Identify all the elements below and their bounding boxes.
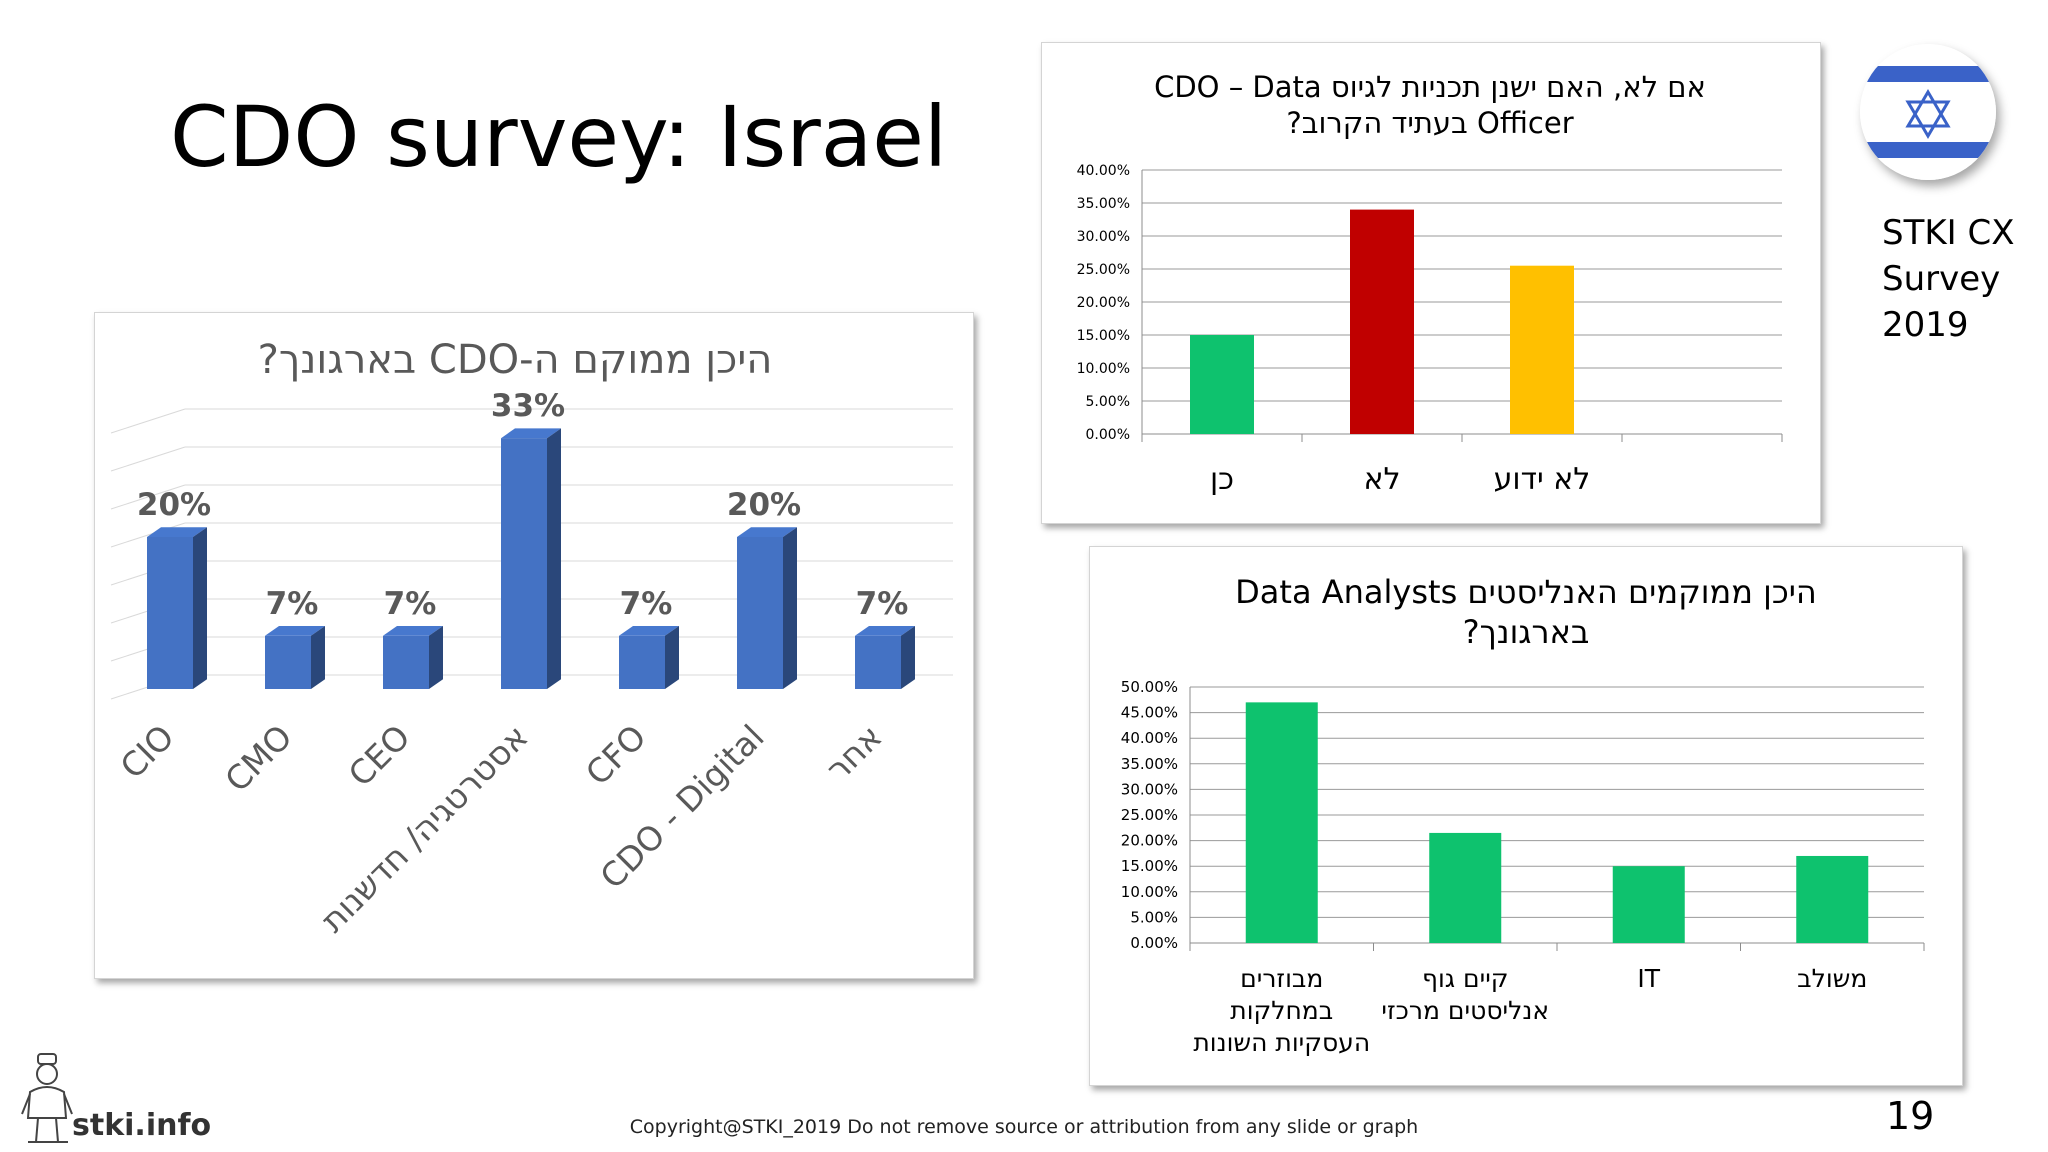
y-tick-label: 45.00% (1121, 704, 1178, 722)
bar (265, 635, 311, 689)
gridline-side (110, 522, 186, 548)
bar (1510, 265, 1574, 434)
chart-title-line-1: אם לא, האם ישנן תכניות לגיוס CDO – Data (1154, 70, 1706, 104)
y-tick-label: 25.00% (1077, 262, 1130, 278)
israel-flag-icon (1860, 44, 1996, 180)
cdo-plans-chart-card: אם לא, האם ישנן תכניות לגיוס CDO – Data … (1041, 42, 1821, 524)
bar (1612, 866, 1685, 943)
y-tick-label: 20.00% (1077, 295, 1130, 311)
y-tick-label: 40.00% (1121, 729, 1178, 747)
bar (383, 635, 429, 689)
bar-side (429, 626, 443, 689)
y-tick-label: 15.00% (1121, 857, 1178, 875)
bar (1796, 855, 1869, 943)
category-label: אסטרטגיה/ חדשנות (313, 717, 536, 940)
chart-title-line-1: היכן ממוקמים האנליסטים Data Analysts (1235, 573, 1817, 611)
page-number: 19 (1886, 1094, 1935, 1138)
data-label: 7% (266, 586, 319, 622)
bar-top (855, 626, 915, 636)
bar-side (783, 527, 797, 689)
category-label: CFO (578, 717, 654, 793)
survey-label-line: STKI CX (1882, 213, 2015, 253)
data-label: 7% (384, 586, 437, 622)
gridline-side (110, 408, 186, 434)
category-label: העסקיות השונות (1193, 1028, 1370, 1057)
bar (1429, 832, 1502, 943)
y-tick-label: 30.00% (1077, 229, 1130, 245)
category-label: קיים גוף (1422, 964, 1509, 993)
bar (1245, 702, 1318, 943)
category-label: IT (1637, 964, 1660, 993)
category-label: אנליסטים מרכזי (1381, 996, 1549, 1025)
y-tick-label: 10.00% (1077, 361, 1130, 377)
category-label: לא ידוע (1494, 462, 1591, 497)
survey-label: STKI CX Survey 2019 (1882, 210, 2032, 348)
stki-mascot-icon (18, 1052, 78, 1148)
category-label: CMO (217, 717, 299, 799)
copyright-notice: Copyright@STKI_2019 Do not remove source… (629, 1116, 1419, 1138)
y-tick-label: 30.00% (1121, 780, 1178, 798)
y-tick-label: 5.00% (1130, 908, 1178, 926)
bar (501, 438, 547, 689)
data-label: 20% (137, 487, 211, 523)
bar-top (147, 527, 207, 537)
category-label: CEO (341, 717, 418, 794)
category-label: CIO (113, 717, 182, 786)
data-label: 7% (620, 586, 673, 622)
gridline-side (110, 446, 186, 472)
analysts-location-chart-card: היכן ממוקמים האנליסטים Data Analysts באר… (1089, 546, 1963, 1086)
y-tick-label: 50.00% (1121, 678, 1178, 696)
bar (737, 537, 783, 689)
bar (147, 537, 193, 689)
y-tick-label: 0.00% (1130, 934, 1178, 952)
bar-top (383, 626, 443, 636)
slide-title: CDO survey: Israel (170, 88, 948, 186)
chart-title: היכן ממוקם ה-CDO בארגונך? (258, 337, 773, 383)
bar-top (619, 626, 679, 636)
category-label: לא (1363, 462, 1400, 497)
category-label: משולב (1797, 964, 1867, 993)
analysts-location-chart: היכן ממוקמים האנליסטים Data Analysts באר… (1121, 573, 1925, 1057)
y-tick-label: 35.00% (1077, 196, 1130, 212)
survey-label-line: 2019 (1882, 305, 1969, 345)
bar (619, 635, 665, 689)
bar-top (737, 527, 797, 537)
y-tick-label: 40.00% (1077, 163, 1130, 179)
data-label: 33% (491, 388, 565, 424)
y-tick-label: 25.00% (1121, 806, 1178, 824)
y-tick-label: 20.00% (1121, 832, 1178, 850)
bar-side (901, 626, 915, 689)
survey-label-line: Survey (1882, 259, 2001, 299)
bar-top (265, 626, 325, 636)
data-label: 20% (727, 487, 801, 523)
cdo-plans-chart: אם לא, האם ישנן תכניות לגיוס CDO – Data … (1077, 70, 1783, 497)
bar-side (547, 428, 561, 689)
chart-title-line-2: Officer בעתיד הקרוב? (1286, 106, 1573, 140)
bar-side (311, 626, 325, 689)
bar (1190, 335, 1254, 434)
bar-side (193, 527, 207, 689)
y-tick-label: 10.00% (1121, 883, 1178, 901)
category-label: אחר (818, 717, 890, 789)
category-label: כן (1210, 462, 1234, 497)
bar (1350, 209, 1414, 434)
chart-title-line-2: בארגונך? (1463, 613, 1590, 651)
y-tick-label: 15.00% (1077, 328, 1130, 344)
y-tick-label: 5.00% (1086, 394, 1130, 410)
bar (855, 635, 901, 689)
bar-side (665, 626, 679, 689)
bar-top (501, 428, 561, 439)
category-label: במחלקות (1230, 996, 1333, 1025)
cdo-location-chart-card: היכן ממוקם ה-CDO בארגונך? 20% 7% 7% 33% 7% 20… (94, 312, 974, 979)
cdo-location-chart: היכן ממוקם ה-CDO בארגונך? 20% 7% 7% 33% 7% 20… (110, 337, 953, 940)
y-tick-label: 0.00% (1086, 427, 1130, 443)
logo-text: stki.info (72, 1108, 212, 1143)
y-tick-label: 35.00% (1121, 755, 1178, 773)
category-label: מבוזרים (1240, 964, 1323, 993)
gridline-side (110, 484, 186, 510)
data-label: 7% (856, 586, 909, 622)
